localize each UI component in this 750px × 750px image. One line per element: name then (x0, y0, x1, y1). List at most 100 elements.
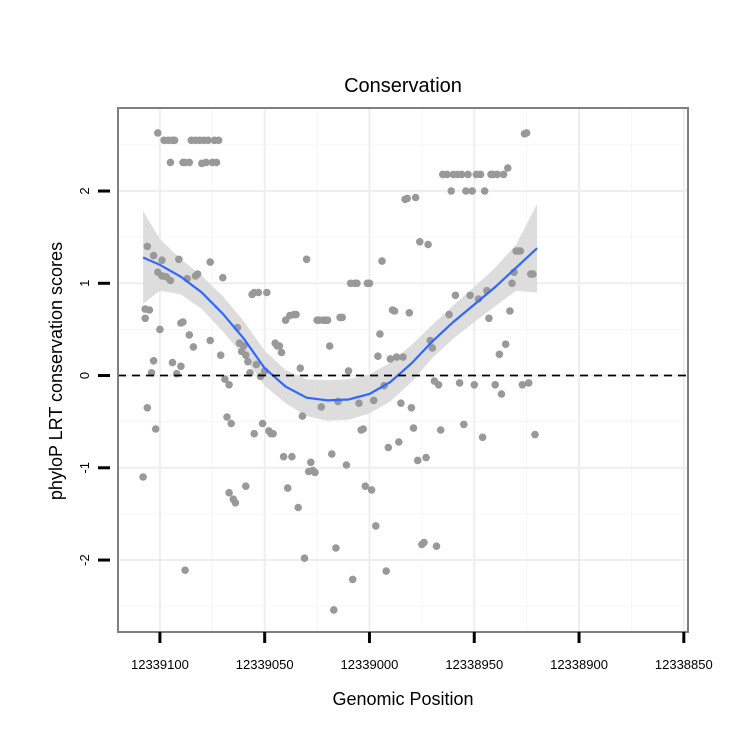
data-point (269, 429, 277, 438)
data-point (367, 486, 376, 494)
data-point (443, 170, 451, 179)
data-point (168, 358, 177, 367)
data-point (495, 350, 504, 359)
data-point (365, 279, 374, 288)
y-axis-title: phyloP LRT conservation scores (46, 242, 66, 500)
data-point (302, 255, 311, 264)
data-point (242, 351, 250, 360)
data-point (416, 238, 424, 246)
data-point (185, 158, 194, 167)
y-tick-label: -2 (77, 554, 92, 566)
data-point (372, 522, 380, 530)
data-point (239, 342, 248, 350)
data-point (149, 251, 158, 260)
data-point (296, 364, 305, 373)
data-point (355, 399, 363, 408)
data-point (361, 482, 370, 491)
data-point (219, 273, 227, 282)
data-point (244, 357, 252, 366)
x-tick-label: 12338900 (550, 657, 608, 672)
data-point (424, 240, 432, 249)
data-point (478, 433, 487, 442)
data-point (407, 404, 416, 412)
data-point (181, 566, 189, 574)
data-point (221, 375, 229, 384)
data-point (166, 158, 175, 167)
data-point (202, 158, 210, 167)
data-point (501, 340, 510, 349)
y-tick-label: -1 (77, 462, 92, 474)
data-point (506, 307, 514, 315)
data-point (480, 187, 489, 195)
data-point (386, 355, 395, 363)
data-point (405, 309, 414, 317)
data-point (143, 404, 152, 412)
grid-lines (118, 108, 688, 632)
data-point (317, 403, 326, 411)
data-point (275, 342, 284, 350)
x-tick-label: 12338850 (655, 657, 713, 672)
data-point (177, 362, 185, 371)
data-point (466, 291, 474, 300)
data-point (294, 503, 303, 512)
data-point (242, 482, 250, 491)
data-point (436, 426, 445, 434)
x-axis: 12339100 12339050 12339000 12338950 12338900… (131, 632, 713, 672)
data-point (338, 313, 347, 322)
data-point (141, 314, 149, 323)
x-tick-label: 12338950 (445, 657, 503, 672)
data-point (332, 544, 340, 552)
data-point (403, 194, 412, 203)
data-point (323, 316, 332, 325)
data-point (145, 306, 154, 314)
data-point (204, 136, 212, 145)
data-point (288, 452, 296, 461)
data-point (250, 429, 258, 438)
data-point (411, 193, 420, 202)
y-tick-label: 1 (77, 280, 92, 287)
data-point (263, 288, 271, 297)
data-point (328, 450, 336, 458)
data-point (382, 567, 391, 575)
data-point (374, 352, 382, 361)
data-point (524, 379, 533, 387)
data-point (166, 276, 175, 285)
data-point (175, 255, 183, 264)
data-point (432, 542, 441, 550)
data-point (279, 452, 288, 461)
data-point (149, 357, 158, 365)
data-point (193, 270, 202, 278)
loess-fit-line (142, 247, 538, 402)
data-point (390, 307, 399, 315)
data-point (422, 453, 430, 462)
data-point (325, 342, 334, 350)
data-point (531, 430, 539, 439)
data-point (277, 348, 286, 357)
y-tick-label: 2 (77, 187, 92, 194)
data-point (428, 344, 437, 352)
data-point (409, 424, 418, 432)
data-point (154, 129, 162, 137)
data-point (344, 367, 353, 375)
data-point (392, 353, 401, 361)
data-point (497, 390, 506, 398)
data-point (258, 419, 267, 428)
loess-fit (142, 247, 538, 402)
data-point (225, 488, 233, 497)
data-point (156, 325, 164, 334)
data-point (185, 331, 194, 339)
data-point (359, 425, 368, 433)
data-point (384, 443, 393, 452)
x-tick-label: 12339000 (341, 657, 399, 672)
data-point (445, 310, 453, 319)
data-point (139, 473, 147, 481)
y-axis: -2 -1 0 1 2 (77, 187, 110, 566)
data-point (455, 379, 464, 387)
data-point (151, 425, 160, 433)
x-tick-label: 12339050 (236, 657, 294, 672)
x-tick-label: 12339100 (131, 657, 189, 672)
x-axis-title: Genomic Position (332, 689, 473, 709)
data-point (468, 187, 477, 195)
data-points (139, 129, 539, 614)
